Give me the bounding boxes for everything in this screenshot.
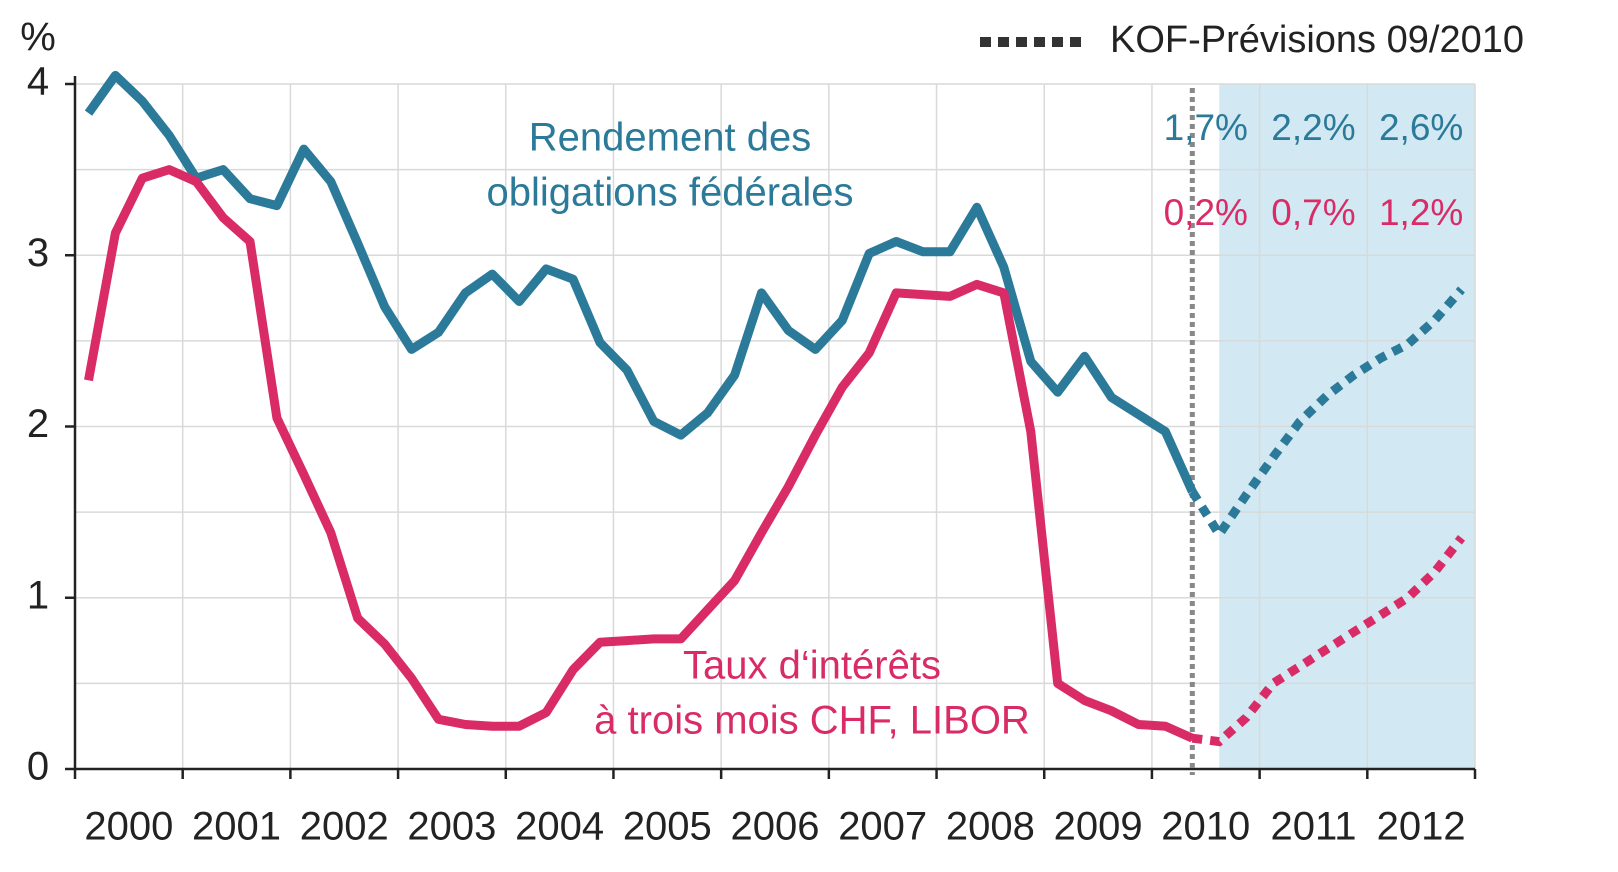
y-tick-label: 2 <box>27 402 49 446</box>
y-tick-label: 0 <box>27 745 49 789</box>
x-tick-label: 2008 <box>946 805 1035 849</box>
series-label: à trois mois CHF, LIBOR <box>594 699 1030 743</box>
x-tick-label: 2002 <box>300 805 389 849</box>
forecast-average-label: 1,2% <box>1379 192 1463 233</box>
x-tick-label: 2007 <box>838 805 927 849</box>
legend-label: KOF-Prévisions 09/2010 <box>1110 19 1524 61</box>
series-line <box>84 165 1195 743</box>
x-tick-label: 2010 <box>1161 805 1250 849</box>
forecast-average-label: 2,6% <box>1379 107 1463 148</box>
y-tick-label: 4 <box>27 60 49 104</box>
series-label: Rendement des <box>529 116 811 160</box>
x-tick-label: 2006 <box>731 805 820 849</box>
y-tick-label: 1 <box>27 573 49 617</box>
x-tick-label: 2009 <box>1054 805 1143 849</box>
forecast-line <box>1191 535 1466 747</box>
x-tick-label: 2000 <box>84 805 173 849</box>
series-label: Taux d‘intérêts <box>683 644 941 688</box>
y-tick-label: 3 <box>27 231 49 275</box>
forecast-average-label: 0,7% <box>1271 192 1355 233</box>
series-line <box>84 70 1197 494</box>
forecast-average-label: 1,7% <box>1164 107 1248 148</box>
x-tick-label: 2012 <box>1377 805 1466 849</box>
y-axis-label: % <box>20 16 56 60</box>
x-tick-label: 2005 <box>623 805 712 849</box>
series-label: obligations fédérales <box>487 171 854 215</box>
forecast-average-label: 2,2% <box>1271 107 1355 148</box>
x-tick-label: 2001 <box>192 805 281 849</box>
x-tick-label: 2011 <box>1270 805 1356 849</box>
forecast-average-label: 0,2% <box>1164 192 1248 233</box>
x-tick-label: 2003 <box>407 805 496 849</box>
x-tick-label: 2004 <box>515 805 604 849</box>
